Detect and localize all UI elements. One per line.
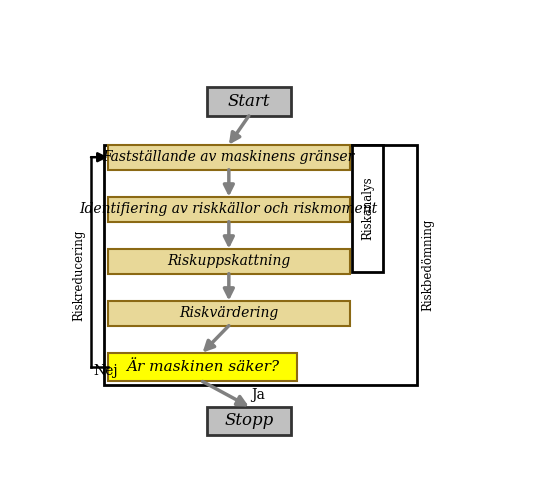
Text: Är maskinen säker?: Är maskinen säker? <box>126 360 279 374</box>
Text: Ja: Ja <box>251 388 265 402</box>
Text: Start: Start <box>228 93 270 110</box>
Text: Riskanalys: Riskanalys <box>361 176 374 240</box>
FancyBboxPatch shape <box>108 248 350 274</box>
Text: Fastställande av maskinens gränser: Fastställande av maskinens gränser <box>103 150 355 164</box>
Text: Identifiering av riskkällor och riskmoment: Identifiering av riskkällor och riskmome… <box>80 202 378 216</box>
Text: Stopp: Stopp <box>224 412 274 430</box>
FancyBboxPatch shape <box>207 406 291 436</box>
FancyBboxPatch shape <box>207 87 291 116</box>
Text: Riskuppskattning: Riskuppskattning <box>167 254 291 268</box>
Text: Nej: Nej <box>93 364 118 378</box>
FancyBboxPatch shape <box>108 300 350 326</box>
FancyBboxPatch shape <box>108 196 350 222</box>
FancyBboxPatch shape <box>108 352 297 382</box>
FancyBboxPatch shape <box>108 144 350 170</box>
Text: Riskbedömning: Riskbedömning <box>421 219 434 311</box>
Text: Riskreducering: Riskreducering <box>72 230 85 322</box>
FancyBboxPatch shape <box>352 144 383 272</box>
Text: Riskvärdering: Riskvärdering <box>179 306 279 320</box>
